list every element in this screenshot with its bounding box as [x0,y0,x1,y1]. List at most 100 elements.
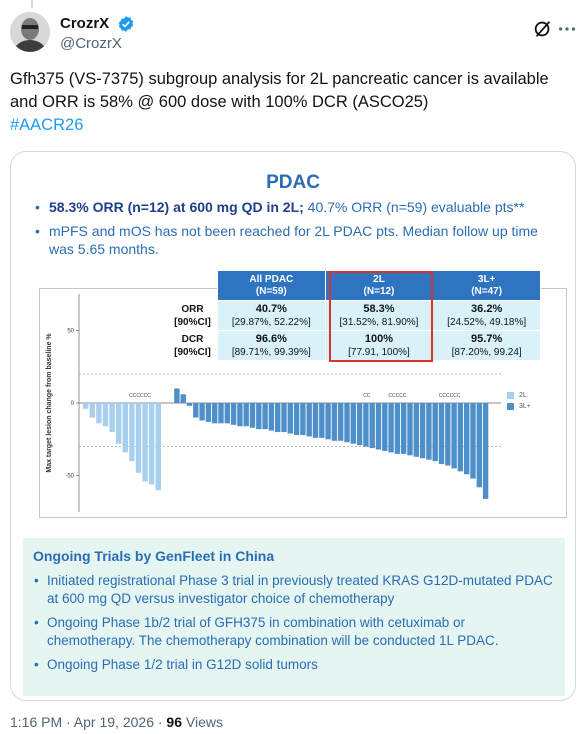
y-axis-label: Max target lesion change from baseline % [46,333,53,473]
cell: 96.6% [89.71%, 99.39%] [217,330,326,361]
bar-3l [193,403,199,418]
bar-2l [116,403,122,444]
bar-2l [155,403,161,491]
bar-2l [109,403,115,433]
bar-3l [268,403,275,431]
list-item: Ongoing Phase 1b/2 trial of GFH375 in co… [33,614,553,650]
row-sublabel: [90%CI] [174,316,211,328]
bar-3l [331,403,338,441]
bar-3l [375,403,382,450]
bar-3l [186,403,193,406]
bar-3l [293,403,300,435]
col-2l-label: 2L (N=12) [363,273,395,297]
bar-3l [344,403,350,443]
bar-3l [281,403,287,433]
media-card[interactable]: PDAC 58.3% ORR (n=12) at 600 mg QD in 2L… [10,151,576,701]
legend-label-3l: 3L+ [519,403,531,410]
bar-3l [243,403,249,427]
bar-3l [262,403,268,430]
trials-title: Ongoing Trials by GenFleet in China [33,548,275,564]
legend-swatch-2l [507,392,514,399]
cell: 95.7% [87.20%, 99.24] [432,330,541,361]
cell-ci: [29.87%, 52.22%] [231,316,311,328]
bar-annotation: CCCCCC [439,393,461,399]
row-dcr-label: DCR [90%CI] [167,330,218,361]
bullet-followup: mPFS and mOS has not been reached for 2L… [33,222,563,258]
legend-swatch-3l [507,403,514,410]
table-corner [168,271,218,301]
hashtag-link[interactable]: #AACR26 [10,116,84,134]
row-orr-label: ORR [90%CI] [167,300,218,331]
bar-2l [149,403,155,485]
grok-icon[interactable] [532,18,554,40]
tweet-text: Gfh375 (VS-7375) subgroup analysis for 2… [10,68,570,137]
slide-bullets: 58.3% ORR (n=12) at 600 mg QD in 2L; 40.… [33,198,563,264]
bar-3l [199,403,205,421]
col-3l-label: 3L+ (N=47) [471,273,503,297]
bar-3l [445,403,451,466]
bar-3l [394,403,401,454]
bar-3l [275,403,281,433]
timestamp[interactable]: 1:16 PM · Apr 19, 2026 · [10,714,167,730]
bar-3l [300,403,306,435]
bar-3l [338,403,344,441]
row-sublabel: [90%CI] [174,346,211,358]
tweet-header: CrozrX @CrozrX [10,8,576,60]
bar-3l [312,403,319,438]
bar-2l [102,403,109,427]
avatar[interactable] [10,12,50,52]
bar-3l [388,403,394,453]
handle[interactable]: @CrozrX [60,35,122,52]
cell-ci: [89.71%, 99.39%] [231,346,311,358]
cell: 100% [77.91, 100%] [324,330,434,361]
y-tick-label: 0 [71,401,75,407]
bar-3l [476,403,482,488]
views-count: 96 [166,714,182,730]
bar-3l [369,403,375,449]
bar-2l [142,403,148,482]
y-tick-label: 50 [67,328,74,334]
bar-3l [363,403,369,447]
col-3l: 3L+ (N=47) [432,270,541,301]
display-name[interactable]: CrozrX [60,15,110,32]
col-2l: 2L (N=12) [324,270,434,301]
bar-2l [83,403,89,409]
bar-3l [212,403,218,424]
list-item: Initiated registrational Phase 3 trial i… [33,572,553,608]
bar-3l [249,403,256,428]
bullet-orr-rest: 40.7% ORR (n=59) evaluable pts** [303,199,525,215]
bar-2l [89,403,95,418]
bar-2l [122,403,128,453]
table-row: ORR [90%CI] 40.7% [29.87%, 52.22%] 58.3% [3… [167,300,541,331]
legend-label-2l: 2L [519,392,527,399]
row-label: ORR [181,303,204,315]
bar-3l [180,394,186,403]
row-label: DCR [181,333,204,345]
y-tick-label: -50 [65,474,74,480]
more-options-icon[interactable] [556,18,578,40]
bar-2l [135,403,142,473]
slide-title: PDAC [266,172,320,193]
list-item: Ongoing Phase 1/2 trial in G12D solid tu… [33,656,553,674]
cell-ci: [77.91, 100%] [348,346,410,358]
cell-ci: [31.52%, 81.90%] [339,316,419,328]
trials-list: Initiated registrational Phase 3 trial i… [33,572,553,680]
cell-value: 58.3% [363,302,395,315]
cell-value: 95.7% [471,332,503,345]
cell: 40.7% [29.87%, 52.22%] [217,300,326,331]
bar-3l [237,403,243,427]
bar-annotation: CCCCCC [129,393,151,399]
results-table: All PDAC (N=59) 2L (N=12) 3L+ (N=47) ORR… [167,270,541,361]
cell: 58.3% [31.52%, 81.90%] [324,300,434,331]
table-row: DCR [90%CI] 96.6% [89.71%, 99.39%] 100% [77… [167,330,541,361]
bar-3l [451,403,457,469]
bar-3l [205,403,212,422]
chart-legend: 2L 3L+ [507,392,531,414]
verified-badge-icon [118,16,133,32]
bar-3l [230,403,237,425]
bar-3l [457,403,464,472]
bar-2l [96,403,102,424]
bar-3l [438,403,445,465]
cell-value: 100% [364,332,394,345]
bar-3l [432,403,438,462]
